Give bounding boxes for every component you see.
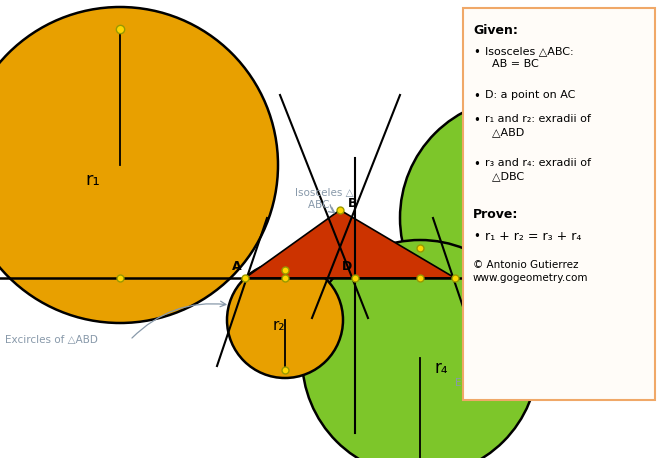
FancyBboxPatch shape bbox=[463, 8, 655, 400]
Text: r₂: r₂ bbox=[273, 318, 286, 333]
Circle shape bbox=[0, 7, 278, 323]
Text: r₄: r₄ bbox=[434, 359, 448, 377]
Text: •: • bbox=[473, 158, 480, 171]
Circle shape bbox=[302, 240, 538, 458]
Text: r₁: r₁ bbox=[85, 171, 99, 189]
Text: r₁ and r₂: exradii of
  △ABD: r₁ and r₂: exradii of △ABD bbox=[485, 114, 591, 137]
Text: C: C bbox=[463, 263, 472, 276]
Text: Given:: Given: bbox=[473, 24, 518, 37]
Text: A: A bbox=[232, 260, 242, 273]
Text: Excircles of △ABD: Excircles of △ABD bbox=[5, 335, 98, 345]
Circle shape bbox=[227, 262, 343, 378]
Text: © Antonio Gutierrez
www.gogeometry.com: © Antonio Gutierrez www.gogeometry.com bbox=[473, 260, 589, 283]
Text: D: a point on AC: D: a point on AC bbox=[485, 90, 575, 100]
Text: Excircles of △DBC: Excircles of △DBC bbox=[455, 378, 548, 388]
Text: B: B bbox=[348, 197, 357, 210]
Text: D: D bbox=[342, 260, 352, 273]
Text: •: • bbox=[473, 230, 480, 243]
Text: Isosceles △ABC:
  AB = BC: Isosceles △ABC: AB = BC bbox=[485, 46, 573, 69]
Text: Isosceles △
    ABC: Isosceles △ ABC bbox=[295, 188, 353, 210]
Circle shape bbox=[400, 98, 640, 338]
Text: Prove:: Prove: bbox=[473, 208, 518, 221]
Polygon shape bbox=[245, 210, 455, 278]
Text: •: • bbox=[473, 46, 480, 59]
Text: r₃ and r₄: exradii of
  △DBC: r₃ and r₄: exradii of △DBC bbox=[485, 158, 591, 181]
Text: r₁ + r₂ = r₃ + r₄: r₁ + r₂ = r₃ + r₄ bbox=[485, 230, 581, 243]
Text: r₃: r₃ bbox=[532, 214, 546, 232]
Text: •: • bbox=[473, 114, 480, 127]
Text: •: • bbox=[473, 90, 480, 103]
